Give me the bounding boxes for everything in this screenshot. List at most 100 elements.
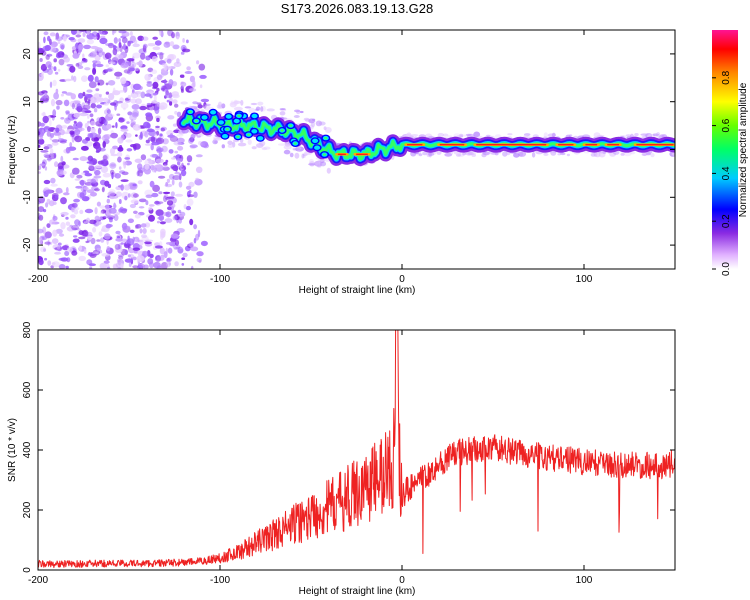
spectrogram-noise-cell <box>152 36 158 40</box>
spectrogram-noise-cell <box>94 188 100 192</box>
spectrogram-noise-cell <box>90 192 97 197</box>
spectrogram-noise-cell <box>120 179 129 183</box>
spectrogram-noise-cell <box>129 67 135 72</box>
spectrogram-noise-cell <box>86 39 94 45</box>
spectrogram-noise-cell <box>44 257 48 261</box>
spectrogram-noise-cell <box>166 41 171 48</box>
spectrogram-noise-cell <box>75 185 83 189</box>
spectrogram-noise-cell <box>115 76 120 80</box>
spectrogram-noise-cell <box>96 96 99 104</box>
spectrogram-haze-cell <box>437 132 444 137</box>
spectrogram-noise-cell <box>97 79 105 86</box>
spectrogram-haze-cell <box>547 133 556 138</box>
spectrogram-haze-cell <box>640 133 649 136</box>
spectrogram-haze-cell <box>247 139 252 145</box>
spectrogram-haze-cell <box>176 134 184 137</box>
spectrogram-noise-cell <box>63 99 70 107</box>
spectrogram-noise-cell <box>40 71 44 77</box>
spectrogram-noise-cell <box>168 149 174 154</box>
spectrogram-noise-cell <box>127 40 134 44</box>
snr-x-tick-label: 100 <box>576 575 593 586</box>
spectrogram-noise-cell <box>43 153 50 158</box>
spectrogram-noise-cell <box>143 264 149 269</box>
spectrogram-noise-cell <box>160 127 165 132</box>
spectrogram-noise-cell <box>100 32 106 35</box>
spectrogram-haze-cell <box>543 132 548 139</box>
spectrogram-noise-cell <box>51 141 59 146</box>
spectrogram-noise-cell <box>142 43 148 49</box>
spectrogram-noise-cell <box>154 164 161 168</box>
spectrogram-noise-cell <box>61 52 65 55</box>
spectrogram-noise-cell <box>174 110 178 115</box>
spectrogram-noise-cell <box>127 193 131 198</box>
spectrogram-haze-cell <box>299 110 304 114</box>
spectrogram-noise-cell <box>118 199 122 204</box>
spectrogram-noise-cell <box>110 102 117 106</box>
spectrogram-haze-cell <box>507 133 513 136</box>
spectrogram-noise-cell <box>154 245 163 249</box>
spectrogram-noise-cell <box>92 67 97 75</box>
spectrogram-noise-cell <box>51 262 56 265</box>
spectrogram-noise-cell <box>167 206 172 211</box>
spectrogram-noise-cell <box>38 171 41 174</box>
spectrogram-haze-cell <box>583 151 590 154</box>
spectrogram-noise-cell <box>57 242 62 246</box>
spectrogram-noise-cell <box>114 243 121 250</box>
spectrogram-noise-cell <box>151 192 159 198</box>
spectrogram-noise-cell <box>166 178 170 183</box>
spectrogram-noise-cell <box>59 140 67 144</box>
spectrogram-noise-cell <box>87 113 90 120</box>
spectrogram-noise-cell <box>113 45 117 49</box>
spectrogram-noise-cell <box>146 104 153 108</box>
spectrogram-noise-cell <box>61 91 67 94</box>
spectrogram-noise-cell <box>114 173 122 179</box>
spectrogram-noise-cell <box>103 103 109 106</box>
spectrogram-x-label: Height of straight line (km) <box>299 285 416 296</box>
spectrogram-haze-cell <box>436 150 442 155</box>
spectrogram-noise-cell <box>166 260 171 268</box>
spectrogram-noise-cell <box>190 265 194 269</box>
spectrogram-noise-cell <box>89 113 94 118</box>
spectrogram-blob-cyan <box>210 110 217 115</box>
spectrogram-haze-cell <box>486 134 491 137</box>
spectrogram-noise-cell <box>79 192 85 198</box>
spectrogram-noise-cell <box>56 105 60 110</box>
spectrogram-noise-cell <box>73 235 78 238</box>
spectrogram-noise-cell <box>165 182 169 187</box>
spectrogram-noise-cell <box>111 172 114 180</box>
spectrogram-haze-cell <box>229 102 237 108</box>
spectrogram-noise-cell <box>147 258 154 265</box>
spectrogram-haze-cell <box>250 102 258 106</box>
spectrogram-noise-cell <box>38 41 41 49</box>
spectrogram-noise-cell <box>156 87 160 92</box>
spectrogram-noise-cell <box>44 44 51 51</box>
spectrogram-noise-cell <box>105 82 109 86</box>
spectrogram-noise-cell <box>55 88 59 94</box>
spectrogram-noise-cell <box>132 43 140 48</box>
spectrogram-noise-cell <box>93 142 97 147</box>
spectrogram-noise-cell <box>111 125 115 128</box>
spectrogram-noise-cell <box>38 144 41 148</box>
spectrogram-noise-cell <box>90 237 96 245</box>
spectrogram-noise-cell <box>46 53 53 57</box>
spectrogram-noise-cell <box>140 52 146 60</box>
spectrogram-haze-cell <box>465 133 472 136</box>
spectrogram-noise-cell <box>110 163 116 167</box>
spectrogram-noise-cell <box>163 78 167 86</box>
spectrogram-noise-cell <box>86 161 93 164</box>
spectrogram-x-ticks: -200 -100 0 100 <box>28 30 593 285</box>
spectrogram-noise-cell <box>65 110 70 114</box>
spectrogram-noise-cell <box>113 214 119 221</box>
spectrogram-noise-cell <box>97 160 104 165</box>
spectrogram-noise-cell <box>181 162 184 170</box>
spectrogram-noise-cell <box>142 250 148 258</box>
spectrogram-noise-cell <box>50 41 58 48</box>
spectrogram-noise-cell <box>65 265 69 269</box>
spectrogram-blob-green <box>247 133 251 136</box>
spectrogram-noise-cell <box>43 36 46 44</box>
spectrogram-noise-cell <box>96 201 101 207</box>
spectrogram-noise-cell <box>160 233 164 240</box>
spectrogram-noise-cell <box>165 211 172 218</box>
spectrogram-noise-cell <box>61 214 65 217</box>
spectrogram-noise-cell <box>94 76 99 83</box>
